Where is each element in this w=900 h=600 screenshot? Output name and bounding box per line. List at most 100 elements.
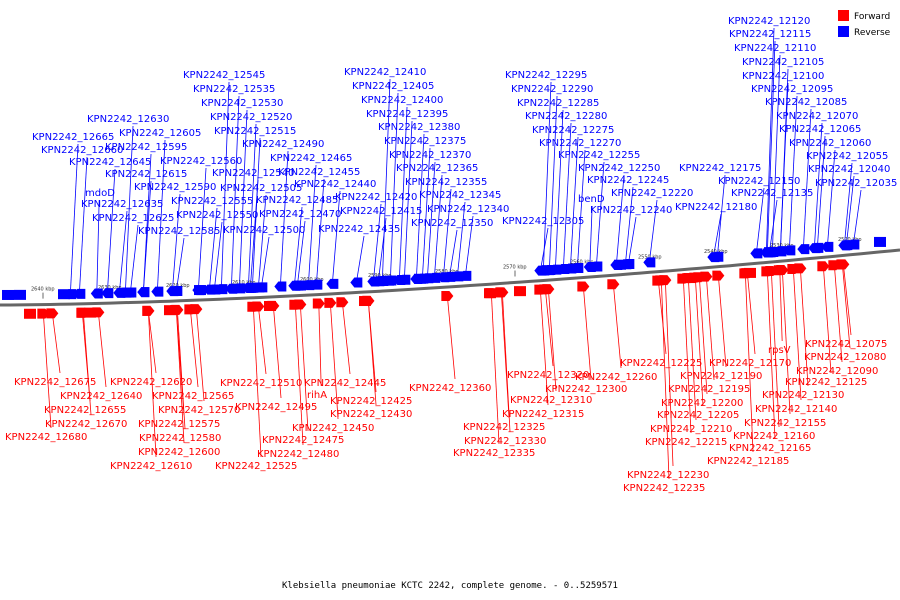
- gene-connector: [755, 187, 765, 254]
- gene-label: KPN2242_12670: [45, 419, 127, 430]
- gene-label: KPN2242_12590: [134, 182, 216, 193]
- gene-label: KPN2242_12090: [796, 366, 878, 377]
- legend-forward-label: Forward: [854, 12, 890, 22]
- gene-label: KPN2242_12230: [627, 470, 709, 481]
- gene-arrow: [336, 297, 349, 308]
- gene-label: KPN2242_12400: [361, 95, 443, 106]
- gene-connector: [582, 286, 592, 381]
- legend-reverse-label: Reverse: [854, 28, 891, 38]
- gene-label: rpsV: [768, 345, 791, 356]
- gene-connector: [318, 303, 322, 387]
- gene-connector: [142, 153, 152, 293]
- gene-label: KPN2242_12035: [815, 178, 897, 189]
- gene-connector: [329, 302, 339, 420]
- gene-arrow: [350, 277, 363, 288]
- gene-connector: [664, 280, 674, 467]
- gene-connector: [147, 310, 157, 374]
- gene-connector: [257, 306, 267, 375]
- gene-label: KPN2242_12100: [742, 71, 824, 82]
- gene-arrow: [312, 298, 325, 309]
- gene-arrow: [712, 270, 725, 281]
- gene-connector: [554, 109, 564, 270]
- gene-label: KPN2242_12615: [105, 169, 187, 180]
- gene-label: KPN2242_12190: [680, 371, 762, 382]
- gene-arrow: [255, 282, 268, 293]
- gene-label: KPN2242_12470: [259, 209, 341, 220]
- gene-connector: [657, 280, 667, 355]
- gene-connector: [548, 95, 558, 271]
- gene-label: KPN2242_12260: [575, 372, 657, 383]
- gene-label: KPN2242_12095: [751, 84, 833, 95]
- gene-block: [84, 307, 96, 318]
- gene-connector: [367, 300, 377, 406]
- gene-arrow: [836, 259, 849, 270]
- gene-label: KPN2242_12510: [220, 378, 302, 389]
- gene-label: KPN2242_12325: [463, 422, 545, 433]
- gene-arrow: [655, 275, 668, 286]
- gene-label: KPN2242_12500: [223, 225, 305, 236]
- gene-label: KPN2242_12645: [69, 157, 151, 168]
- gene-label: KPN2242_12405: [352, 81, 434, 92]
- gene-label: KPN2242_12110: [734, 43, 816, 54]
- gene-label: mdoD: [85, 188, 115, 199]
- gene-block: [542, 265, 554, 276]
- gene-arrow: [137, 287, 150, 298]
- gene-connector: [687, 278, 697, 421]
- gene-label: KPN2242_12250: [578, 163, 660, 174]
- gene-connector: [296, 220, 306, 286]
- gene-label: KPN2242_12595: [105, 142, 187, 153]
- gene-arrow: [571, 262, 584, 273]
- gene-label: KPN2242_12505: [220, 183, 302, 194]
- gene-connector-lines: [42, 27, 862, 480]
- gene-label: KPN2242_12600: [138, 447, 220, 458]
- gene-label: KPN2242_12210: [650, 424, 732, 435]
- gene-connector: [660, 280, 670, 480]
- gene-label: KPN2242_12070: [776, 111, 858, 122]
- gene-label: KPN2242_12225: [620, 358, 702, 369]
- gene-label: KPN2242_12515: [214, 126, 296, 137]
- gene-connector: [106, 168, 116, 294]
- gene-label: KPN2242_12415: [340, 206, 422, 217]
- gene-block: [484, 288, 496, 299]
- gene-label: KPN2242_12475: [262, 435, 344, 446]
- gene-block: [359, 296, 371, 307]
- gene-label: KPN2242_12125: [785, 377, 867, 388]
- gene-connector: [544, 289, 554, 367]
- gene-arrow: [577, 281, 590, 292]
- gene-block: [614, 259, 626, 270]
- tick-label: 2580 kbp: [435, 269, 459, 275]
- gene-label: KPN2242_12165: [729, 443, 811, 454]
- gene-block: [514, 286, 526, 297]
- gene-label: KPN2242_12525: [215, 461, 297, 472]
- gene-block: [414, 273, 426, 284]
- tick-label: 2570 kbp: [503, 264, 527, 270]
- gene-label: KPN2242_12085: [765, 97, 847, 108]
- gene-arrow: [443, 271, 456, 282]
- gene-arrow: [233, 283, 246, 294]
- gene-arrow: [847, 239, 860, 250]
- gene-label: KPN2242_12280: [525, 111, 607, 122]
- gene-label: KPN2242_12455: [278, 167, 360, 178]
- gene-connector: [822, 266, 832, 374]
- gene-label: KPN2242_12365: [396, 163, 478, 174]
- gene-label: KPN2242_12060: [789, 138, 871, 149]
- gene-connector: [426, 161, 436, 279]
- gene-connector: [355, 235, 365, 283]
- gene-connector: [175, 309, 185, 444]
- gene-connector: [307, 164, 317, 286]
- gene-arrow: [776, 265, 789, 276]
- gene-arrow: [90, 288, 103, 299]
- gene-arrow: [817, 261, 830, 272]
- gene-arrow: [170, 285, 183, 296]
- gene-connector: [569, 136, 579, 269]
- gene-connector: [279, 150, 289, 287]
- gene-label: benD: [578, 194, 605, 205]
- gene-connector: [852, 189, 862, 245]
- gene-label: KPN2242_12575: [138, 419, 220, 430]
- gene-label: KPN2242_12540: [212, 168, 294, 179]
- gene-arrow: [324, 297, 337, 308]
- gene-label: KPN2242_12310: [510, 395, 592, 406]
- gene-label: KPN2242_12105: [742, 57, 824, 68]
- gene-connector: [779, 82, 789, 252]
- gene-connector: [799, 268, 809, 387]
